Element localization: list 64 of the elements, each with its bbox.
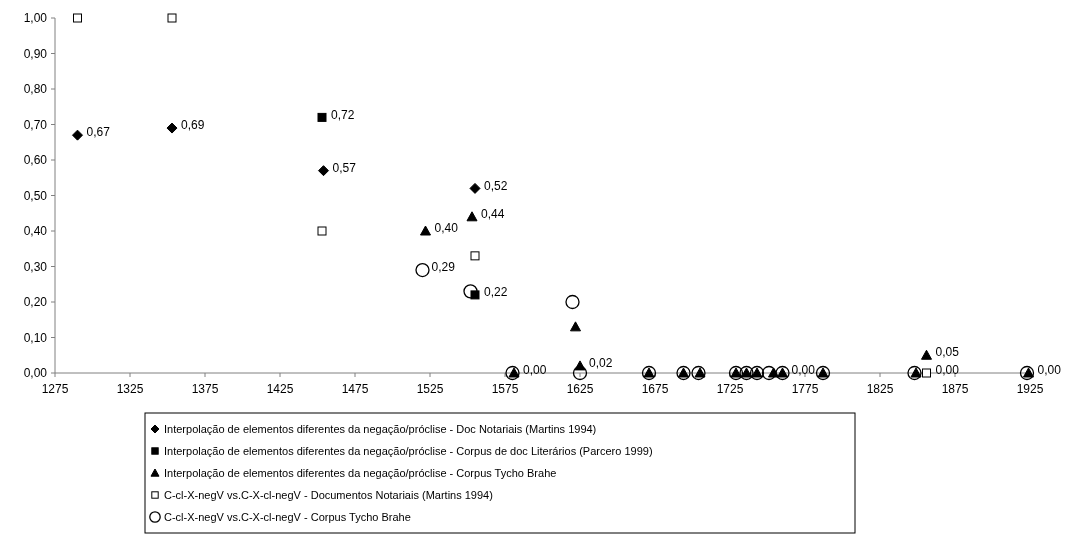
data-label: 0,05 <box>935 345 960 360</box>
x-tick-label: 1725 <box>716 382 744 396</box>
data-label: 0,52 <box>484 178 508 193</box>
y-tick-label: 0,70 <box>23 117 48 132</box>
point <box>922 368 931 378</box>
x-tick-label: 1375 <box>191 382 219 396</box>
y-tick-label: 0,40 <box>23 224 48 239</box>
data-label: 0,02 <box>589 356 613 371</box>
x-tick-label: 1275 <box>41 382 69 396</box>
data-label: 0,00 <box>935 363 960 378</box>
data-label: 0,00 <box>1037 363 1062 378</box>
data-label: 0,44 <box>481 207 505 221</box>
y-tick-label: 0,50 <box>23 188 48 203</box>
y-tick-label: 0,00 <box>23 366 48 381</box>
data-label: 0,40 <box>434 221 459 236</box>
x-tick-label: 1475 <box>341 382 369 396</box>
data-label: 0,72 <box>331 107 355 122</box>
y-tick-label: 0,90 <box>23 46 48 61</box>
y-tick-label: 0,20 <box>23 295 48 310</box>
x-tick-label: 1625 <box>566 382 594 396</box>
point <box>420 225 431 236</box>
y-tick-label: 0,80 <box>23 82 48 97</box>
point <box>166 122 178 134</box>
point <box>73 13 82 23</box>
data-label: 0,67 <box>86 125 111 140</box>
y-tick-label: 0,30 <box>23 259 48 274</box>
x-tick-label: 1575 <box>491 382 519 396</box>
data-label: 0,29 <box>431 260 456 275</box>
data-label: 0,00 <box>791 363 816 378</box>
point <box>470 251 480 261</box>
x-tick-label: 1525 <box>416 382 444 396</box>
point <box>72 129 83 141</box>
point <box>463 284 478 299</box>
point <box>570 321 581 332</box>
legend-label: Interpolação de elementos diferentes da negação/próclise - Corpus de doc Literários (Parcero 1999) <box>164 444 653 457</box>
x-tick-label: 1325 <box>116 382 144 396</box>
point <box>469 182 481 194</box>
data-label: 0,69 <box>181 118 205 133</box>
data-label: 0,00 <box>523 363 547 378</box>
point <box>317 112 327 122</box>
point <box>167 13 177 23</box>
legend-label: C-cl-X-negV vs.C-X-cl-negV - Documentos Notariais (Martins 1994) <box>164 488 493 501</box>
legend-label: Interpolação de elementos diferentes da negação/próclise - Corpus Tycho Brahe <box>164 466 557 479</box>
y-tick-label: 0,10 <box>23 330 48 345</box>
point <box>1019 365 1035 381</box>
y-tick-label: 0,60 <box>23 153 48 168</box>
point <box>415 262 430 278</box>
point <box>317 226 327 236</box>
point <box>318 165 329 177</box>
y-tick-label: 1,00 <box>23 11 48 26</box>
point <box>565 294 580 310</box>
point <box>466 211 478 222</box>
x-tick-label: 1775 <box>791 382 819 396</box>
legend-label: Interpolação de elementos diferentes da negação/próclise - Doc Notariais (Martins 1994) <box>164 422 597 435</box>
legend-label: C-cl-X-negV vs.C-X-cl-negV - Corpus Tycho Brahe <box>164 510 411 523</box>
data-label: 0,22 <box>484 285 508 300</box>
x-tick-label: 1825 <box>866 382 894 396</box>
x-tick-label: 1875 <box>941 382 969 396</box>
x-tick-label: 1925 <box>1016 382 1044 396</box>
point <box>574 360 586 371</box>
x-tick-label: 1675 <box>641 382 669 396</box>
x-tick-label: 1425 <box>266 382 294 396</box>
data-label: 0,57 <box>332 160 357 175</box>
point <box>921 349 932 360</box>
